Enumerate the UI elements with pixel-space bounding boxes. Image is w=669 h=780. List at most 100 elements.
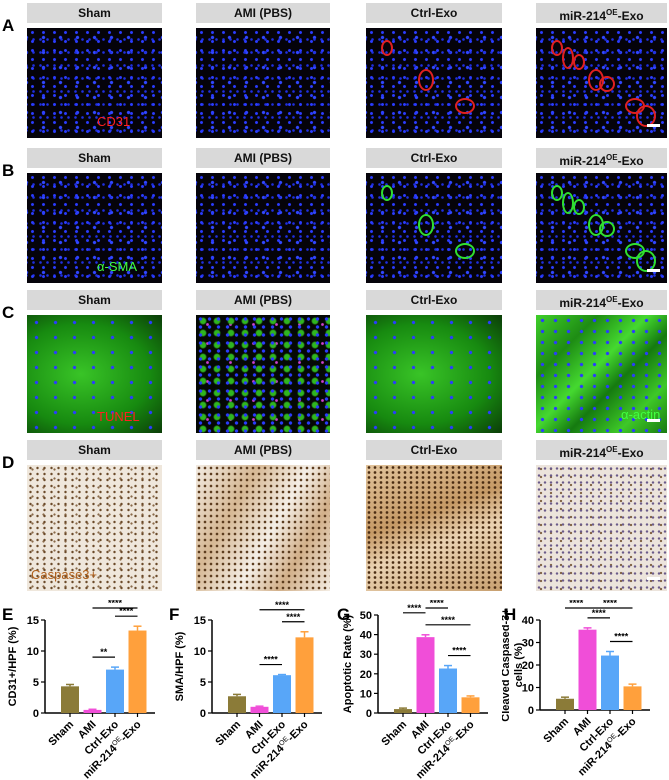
panel-letter: E [2, 605, 13, 624]
column-header: AMI (PBS) [196, 148, 330, 168]
micrograph-a-4 [536, 28, 667, 138]
micrograph-d-2 [196, 465, 330, 591]
bar [228, 696, 246, 713]
bar [623, 686, 642, 710]
bar [273, 675, 291, 713]
significance-label: **** [286, 612, 301, 622]
vessel [381, 40, 393, 56]
y-axis-label: Cleaved Caspased-3+ [502, 608, 512, 721]
header-text: Sham [78, 6, 111, 20]
micrograph-d-4 [536, 465, 667, 591]
y-tick-label: 20 [360, 669, 372, 681]
significance-label: **** [441, 615, 456, 625]
column-header: Ctrl-Exo [366, 148, 502, 168]
y-tick-label: 20 [522, 660, 534, 672]
panel-letter-c: C [2, 303, 15, 322]
column-header: AMI (PBS) [196, 290, 330, 310]
significance-label: ** [100, 647, 108, 657]
header-suffix: -Exo [617, 446, 644, 460]
y-tick-label: 0 [200, 708, 206, 720]
y-tick-label: 10 [27, 646, 39, 658]
significance-label: **** [569, 600, 584, 608]
header-text: Sham [78, 151, 111, 165]
x-tick-label: Sham [379, 718, 409, 748]
header-text: miR-214 [559, 9, 607, 23]
significance-label: **** [407, 603, 422, 613]
header-text: AMI (PBS) [234, 151, 292, 165]
label-suffix: -Exo [118, 718, 144, 744]
column-header: miR-214OE-Exo [536, 440, 667, 460]
header-text: miR-214 [559, 296, 607, 310]
y-tick-label: 5 [33, 677, 39, 689]
significance-label: **** [592, 608, 607, 618]
micrograph-a-2 [196, 28, 330, 138]
micrograph-d-3 [366, 465, 502, 591]
significance-label: **** [264, 655, 279, 665]
scale-bar [647, 577, 660, 580]
micrograph-c-1 [27, 315, 162, 433]
column-header: Ctrl-Exo [366, 3, 502, 23]
header-text: AMI (PBS) [234, 443, 292, 457]
y-tick-label: 30 [522, 638, 534, 650]
significance-label: **** [108, 600, 123, 608]
panel-letter: F [169, 605, 179, 624]
vessel [455, 243, 475, 259]
column-header: Ctrl-Exo [366, 440, 502, 460]
header-suffix: -Exo [617, 154, 644, 168]
bar [461, 697, 480, 713]
panel-letter-a: A [2, 16, 15, 35]
scale-bar [647, 419, 660, 422]
y-tick-label: 10 [360, 688, 372, 700]
stain-label: TUNEL [97, 409, 140, 424]
header-text: AMI (PBS) [234, 293, 292, 307]
micrograph-c-3 [366, 315, 502, 433]
stain-label: CD31 [97, 114, 131, 129]
bar [601, 655, 619, 710]
scale-bar [647, 124, 660, 127]
significance-label: **** [430, 600, 445, 608]
bar [106, 669, 124, 713]
micrograph-a-1 [27, 28, 162, 138]
bar [128, 630, 147, 713]
vessel [573, 54, 585, 70]
y-axis-label: Apoptotic Rate (%) [342, 614, 354, 713]
bar [394, 709, 412, 713]
column-header: Sham [27, 3, 162, 23]
vessel [599, 76, 615, 92]
header-text: Ctrl-Exo [410, 6, 458, 20]
y-axis-label: cells (%) [513, 642, 525, 687]
y-tick-label: 5 [200, 677, 206, 689]
y-tick-label: 15 [194, 615, 206, 627]
y-tick-label: 0 [366, 708, 372, 720]
significance-label: **** [614, 632, 629, 642]
vessel [418, 214, 434, 236]
significance-label: **** [119, 606, 134, 616]
vessel [562, 192, 574, 214]
header-text: Sham [78, 443, 111, 457]
micrograph-b-1 [27, 173, 162, 283]
x-tick-label: Sham [541, 715, 571, 745]
header-text: miR-214 [559, 446, 607, 460]
y-tick-label: 0 [528, 705, 534, 717]
bar [61, 686, 79, 713]
header-superscript: OE [606, 445, 618, 454]
bar [416, 637, 435, 713]
header-text: AMI (PBS) [234, 6, 292, 20]
column-header: miR-214OE-Exo [536, 290, 667, 310]
y-tick-label: 15 [27, 615, 39, 627]
panel-letter: G [337, 605, 350, 624]
x-tick-label: Sham [213, 718, 243, 748]
header-superscript: OE [606, 295, 618, 304]
micrograph-b-2 [196, 173, 330, 283]
panel-letter-d: D [2, 453, 15, 472]
column-header: Ctrl-Exo [366, 290, 502, 310]
scale-bar [647, 269, 660, 272]
vessel [381, 185, 393, 201]
micrograph-c-4 [536, 315, 667, 433]
y-tick-label: 40 [360, 630, 372, 642]
stain-label-2: α-actin [621, 407, 661, 422]
header-text: Ctrl-Exo [410, 151, 458, 165]
